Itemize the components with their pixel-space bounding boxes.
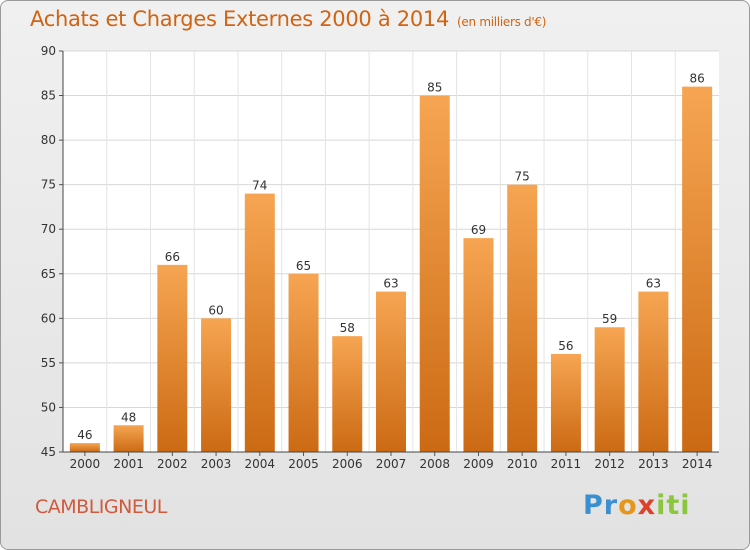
- x-tick-label: 2005: [288, 457, 319, 471]
- bar: [69, 443, 100, 452]
- bar-value-label: 85: [427, 81, 442, 95]
- y-tick-label: 90: [41, 44, 56, 58]
- y-tick-label: 80: [41, 133, 56, 147]
- bar: [550, 353, 581, 452]
- bar-value-label: 75: [515, 170, 530, 184]
- bar-value-label: 86: [689, 72, 704, 86]
- x-tick-label: 2011: [551, 457, 582, 471]
- x-tick-label: 2001: [113, 457, 144, 471]
- y-tick-label: 55: [41, 356, 56, 370]
- y-tick-label: 45: [41, 445, 56, 459]
- x-tick-label: 2007: [376, 457, 407, 471]
- bar: [244, 193, 275, 453]
- logo-part-3: x: [637, 490, 657, 521]
- bar-value-label: 63: [646, 277, 661, 291]
- proxiti-logo: Proxiti: [583, 490, 691, 521]
- bar-value-label: 65: [296, 259, 311, 273]
- x-tick-label: 2010: [507, 457, 538, 471]
- x-tick-label: 2014: [682, 457, 713, 471]
- y-tick-label: 65: [41, 267, 56, 281]
- y-tick-label: 85: [41, 89, 56, 103]
- y-tick-label: 60: [41, 311, 56, 325]
- bar: [463, 238, 494, 452]
- bar: [594, 327, 625, 452]
- x-tick-label: 2006: [332, 457, 363, 471]
- y-tick-label: 70: [41, 222, 56, 236]
- x-tick-label: 2013: [638, 457, 669, 471]
- place-name: CAMBLIGNEUL: [35, 496, 167, 518]
- logo-part-4: iti: [656, 490, 691, 521]
- x-tick-label: 2003: [201, 457, 232, 471]
- x-tick-label: 2008: [419, 457, 450, 471]
- bar: [507, 184, 538, 452]
- bar-value-label: 74: [252, 179, 267, 193]
- bar-value-label: 66: [165, 250, 180, 264]
- bar-value-label: 63: [383, 277, 398, 291]
- bar-value-label: 69: [471, 223, 486, 237]
- bar: [682, 86, 713, 453]
- bar-value-label: 59: [602, 312, 617, 326]
- y-tick-label: 75: [41, 178, 56, 192]
- bar: [288, 273, 319, 452]
- x-tick-label: 2012: [594, 457, 625, 471]
- logo-part-2: o: [618, 490, 638, 521]
- chart-title: Achats et Charges Externes 2000 à 2014 (e…: [30, 7, 546, 31]
- bar-value-label: 60: [208, 303, 223, 317]
- bar-value-label: 56: [558, 339, 573, 353]
- bar: [376, 291, 406, 452]
- bar: [157, 264, 188, 452]
- bar-value-label: 46: [77, 428, 92, 442]
- x-tick-label: 2004: [245, 457, 276, 471]
- unit-label: (en milliers d'€): [457, 15, 547, 29]
- y-tick-label: 50: [41, 400, 56, 414]
- bar: [201, 318, 232, 452]
- bar-value-label: 48: [121, 410, 136, 424]
- x-tick-label: 2002: [157, 457, 188, 471]
- bar: [638, 291, 669, 452]
- bar: [332, 336, 363, 452]
- bar: [419, 95, 450, 453]
- logo-part-1: Pr: [583, 490, 619, 521]
- bar: [113, 425, 144, 452]
- x-tick-label: 2000: [70, 457, 101, 471]
- title-text: Achats et Charges Externes 2000 à 2014: [30, 7, 450, 31]
- x-tick-label: 2009: [463, 457, 494, 471]
- bar-value-label: 58: [340, 321, 355, 335]
